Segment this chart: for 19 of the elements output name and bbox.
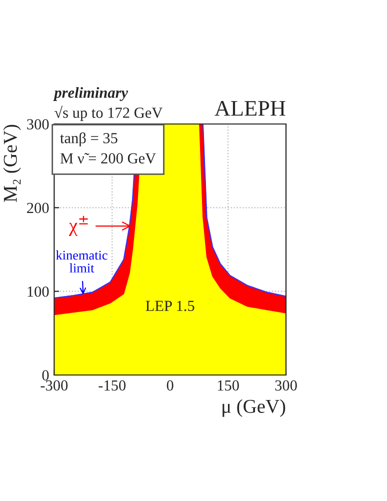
y-axis-title: M₂ (GeV)	[3, 124, 21, 202]
y-tick-label: 200	[27, 202, 49, 214]
x-axis-title: μ (GeV)	[222, 399, 286, 417]
x-tick-label: -300	[40, 380, 68, 391]
y-tick-label: 100	[28, 286, 49, 297]
chart-subtitle: preliminary	[53, 87, 128, 101]
annotation: χ$^{±}$	[68, 216, 88, 236]
x-tick-label: 300	[275, 380, 297, 391]
x-tick-label: 150	[218, 380, 239, 391]
y-tick-label: 300	[27, 119, 49, 130]
x-tick-label: -150	[98, 380, 126, 391]
annotation: tanβ = 35	[60, 132, 118, 146]
annotation: kinematic limit	[56, 250, 108, 273]
annotation: LEP 1.5	[146, 300, 194, 312]
y-tick-label: 0	[42, 370, 49, 380]
x-tick-label: 0	[166, 380, 174, 391]
annotation: M ν̃ = 200 GeV	[60, 153, 156, 164]
text: √s up to 172 GeV	[54, 106, 163, 121]
chart-title: ALEPH	[214, 100, 286, 116]
